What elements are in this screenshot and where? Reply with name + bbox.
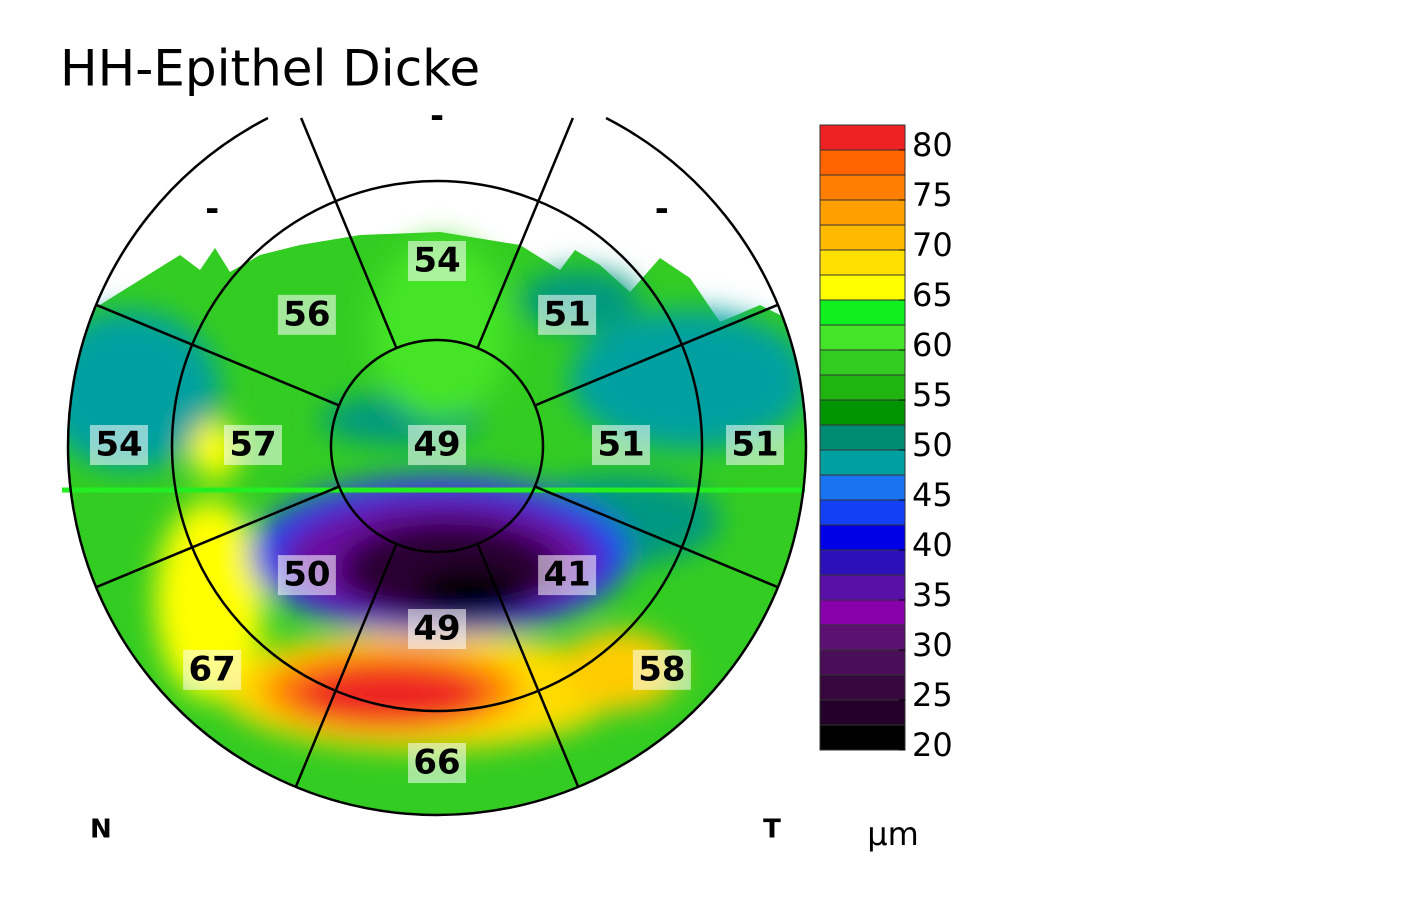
colorbar-tick-label: 50 xyxy=(912,426,953,464)
colorbar-tick-label: 40 xyxy=(912,526,953,564)
value-box xyxy=(592,425,650,465)
colorbar-tick-label: 55 xyxy=(912,376,953,414)
sector-value: 51 xyxy=(597,425,644,465)
colorbar-band xyxy=(819,449,906,476)
value-box xyxy=(183,649,242,690)
colorbar-band xyxy=(819,524,906,551)
colorbar-band xyxy=(819,199,906,226)
sector-line xyxy=(294,543,398,788)
value-box xyxy=(90,425,148,465)
value-box xyxy=(408,425,466,465)
value-box xyxy=(408,241,466,281)
colorbar-tick-label: 80 xyxy=(912,126,953,164)
sector-value: 50 xyxy=(283,555,330,595)
sector-value: 41 xyxy=(543,555,590,595)
outer-ring xyxy=(66,116,808,817)
colorbar-band xyxy=(819,424,906,451)
sector-line xyxy=(476,117,575,349)
colorbar-band xyxy=(819,574,906,601)
title: HH-Epithel Dicke xyxy=(60,40,480,98)
sector-value: - xyxy=(205,190,219,230)
colorbar-band xyxy=(819,324,906,351)
colorbar-band xyxy=(819,349,906,376)
sector-value: 54 xyxy=(95,425,142,465)
sector-value: 51 xyxy=(543,294,590,334)
colorbar-band xyxy=(819,274,906,301)
nasal-label: N xyxy=(90,815,112,845)
sector-line xyxy=(95,485,340,589)
colorbar-band xyxy=(819,674,906,701)
colorbar-band xyxy=(819,399,906,426)
colorbar-tick-label: 45 xyxy=(912,476,953,514)
colorbar-band xyxy=(819,624,906,651)
value-box xyxy=(632,649,691,690)
sector-value: 49 xyxy=(413,425,460,465)
value-box xyxy=(538,555,597,596)
value-box xyxy=(408,743,466,783)
colorbar-tick-label: 25 xyxy=(912,676,953,714)
sector-grid xyxy=(66,116,808,817)
sector-value: 49 xyxy=(413,609,460,649)
colorbar-tick-label: 35 xyxy=(912,576,953,614)
colorbar-band xyxy=(819,249,906,276)
colorbar-tick-label: 70 xyxy=(912,226,953,264)
heat-map xyxy=(68,232,806,815)
value-box xyxy=(726,425,784,465)
colorbar-band xyxy=(819,549,906,576)
colorbar-band xyxy=(819,374,906,401)
colorbar-tick-label: 60 xyxy=(912,326,953,364)
sector-line xyxy=(299,117,398,349)
sector-value: 67 xyxy=(188,649,235,689)
value-box xyxy=(224,425,282,465)
sector-value: 57 xyxy=(229,425,276,465)
colorbar-band xyxy=(819,149,906,176)
sector-value: 56 xyxy=(283,294,330,334)
colorbar-band xyxy=(819,724,906,751)
colorbar-band xyxy=(819,474,906,501)
sector-line xyxy=(534,485,779,589)
colorbar-tick-label: 30 xyxy=(912,626,953,664)
sector-value: - xyxy=(655,190,669,230)
sector-line xyxy=(476,543,580,788)
sector-line xyxy=(95,303,340,407)
colorbar-band xyxy=(819,649,906,676)
value-box xyxy=(277,555,336,596)
colorbar-band xyxy=(819,174,906,201)
colorbar-band xyxy=(819,599,906,626)
colorbar-band xyxy=(819,124,906,151)
colorbar-tick-label: 65 xyxy=(912,276,953,314)
value-box xyxy=(408,609,466,649)
colorbar-tick-label: 75 xyxy=(912,176,953,214)
value-box xyxy=(277,294,336,335)
sector-line xyxy=(534,303,779,407)
colorbar-band xyxy=(819,499,906,526)
value-box xyxy=(538,294,597,335)
sector-value: 54 xyxy=(413,241,460,281)
temporal-label: T xyxy=(763,815,781,845)
sector-value: 51 xyxy=(731,425,778,465)
unit-label: µm xyxy=(867,815,919,853)
colorbar-band xyxy=(819,699,906,726)
sector-value: 58 xyxy=(638,649,685,689)
colorbar-band xyxy=(819,224,906,251)
colorbar-tick-label: 20 xyxy=(912,726,953,764)
sector-value: 66 xyxy=(413,743,460,783)
sector-value: - xyxy=(430,97,444,137)
colorbar-band xyxy=(819,299,906,326)
